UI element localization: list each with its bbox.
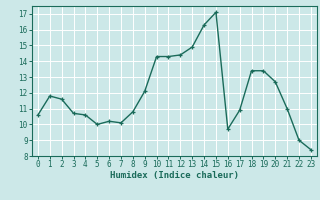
X-axis label: Humidex (Indice chaleur): Humidex (Indice chaleur) <box>110 171 239 180</box>
